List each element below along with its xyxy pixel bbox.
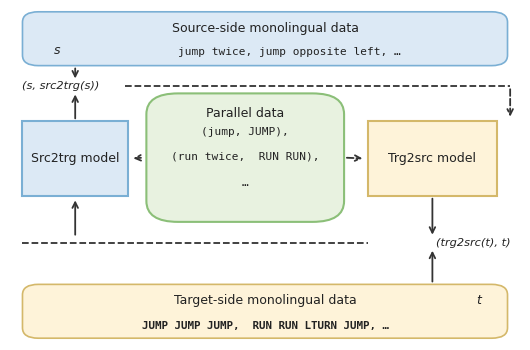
Text: Parallel data: Parallel data [206,107,285,120]
FancyBboxPatch shape [22,284,508,338]
Text: …: … [242,178,249,188]
Text: Source-side monolingual data: Source-side monolingual data [172,22,358,35]
Text: Src2trg model: Src2trg model [31,152,119,165]
FancyBboxPatch shape [146,93,344,222]
Text: t: t [476,294,481,307]
Text: Target-side monolingual data: Target-side monolingual data [174,294,356,307]
FancyBboxPatch shape [22,12,508,66]
Text: s: s [54,44,60,57]
Text: JUMP JUMP JUMP,  RUN RUN LTURN JUMP, …: JUMP JUMP JUMP, RUN RUN LTURN JUMP, … [142,321,388,330]
FancyBboxPatch shape [368,121,497,196]
Text: (s, src2trg(s)): (s, src2trg(s)) [22,82,100,91]
Text: Trg2src model: Trg2src model [388,152,476,165]
Text: (jump, JUMP),: (jump, JUMP), [201,127,289,138]
Text: (run twice,  RUN RUN),: (run twice, RUN RUN), [171,152,320,162]
Text: (trg2src(t), t): (trg2src(t), t) [436,238,510,248]
FancyBboxPatch shape [22,121,128,196]
Text: jump twice, jump opposite left, …: jump twice, jump opposite left, … [178,47,401,57]
